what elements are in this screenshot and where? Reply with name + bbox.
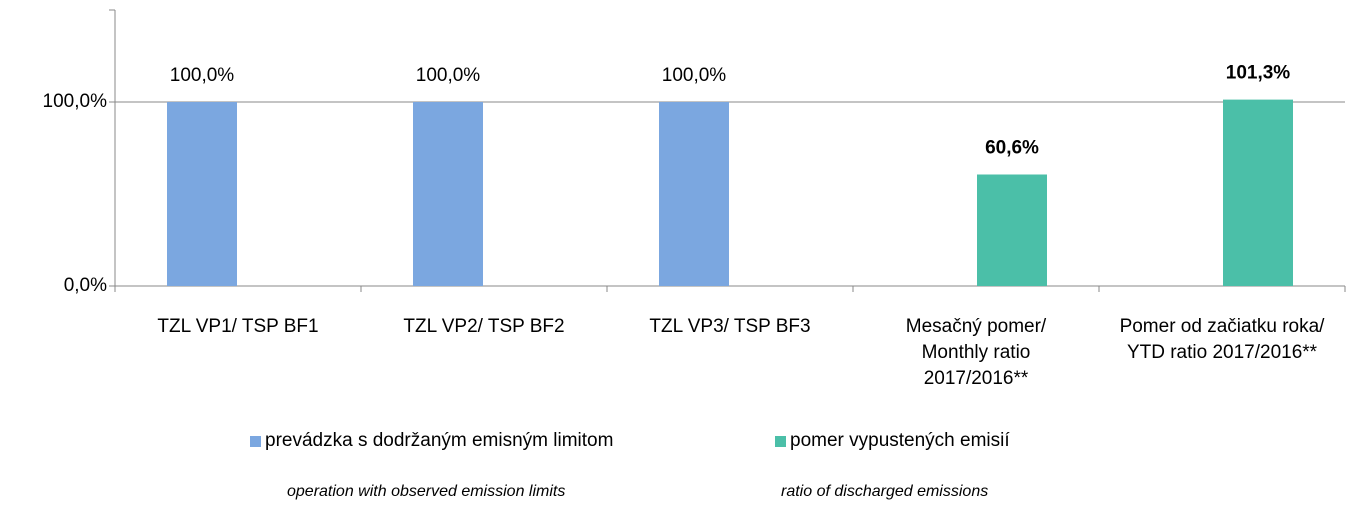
- legend-label: pomer vypustených emisií: [790, 430, 1010, 451]
- legend-note: operation with observed emission limits: [287, 483, 566, 500]
- legend-swatch: [250, 435, 261, 447]
- y-tick-label: 100,0%: [43, 91, 108, 112]
- bar: [167, 102, 237, 286]
- legend-label: prevádzka s dodržaným emisným limitom: [265, 430, 614, 451]
- legend-swatch: [775, 435, 786, 447]
- data-label: 101,3%: [1226, 63, 1291, 84]
- x-tick-label: TZL VP1/ TSP BF1: [157, 316, 319, 337]
- legend-note: ratio of discharged emissions: [781, 483, 989, 500]
- data-label: 100,0%: [662, 65, 727, 86]
- bar: [977, 174, 1047, 286]
- data-label: 60,6%: [985, 138, 1039, 159]
- data-label: 100,0%: [416, 65, 481, 86]
- bar: [1223, 99, 1293, 286]
- bar: [659, 102, 729, 286]
- bar: [413, 102, 483, 286]
- x-tick-label: Mesačný pomer/ Monthly ratio 2017/2016**: [905, 316, 1047, 389]
- data-label: 100,0%: [170, 65, 235, 86]
- legend-item: pomer vypustených emisií: [775, 430, 1010, 452]
- legend-item: prevádzka s dodržaným emisným limitom: [250, 430, 613, 452]
- x-tick-label: TZL VP3/ TSP BF3: [649, 316, 811, 337]
- x-tick-label: TZL VP2/ TSP BF2: [403, 316, 565, 337]
- x-tick-label: Pomer od začiatku roka/ YTD ratio 2017/2…: [1119, 316, 1325, 363]
- y-tick-label: 0,0%: [64, 275, 107, 296]
